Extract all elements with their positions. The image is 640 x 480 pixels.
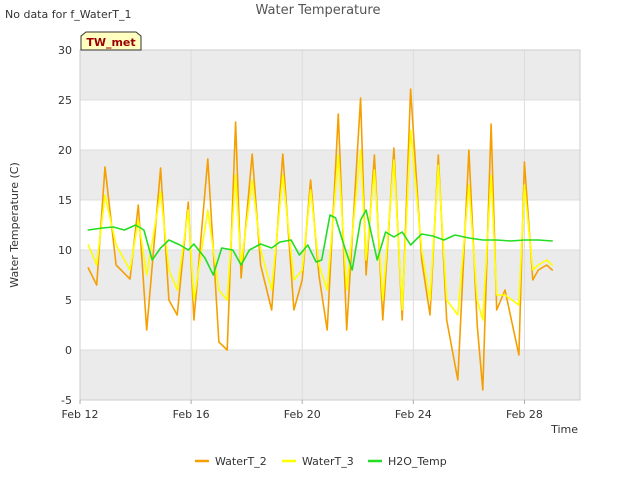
legend-item-watert-3: WaterT_3	[282, 455, 354, 468]
series-line-watert-3	[87, 129, 554, 321]
y-tick-label: 0	[65, 344, 72, 357]
legend-item-h2o-temp: H2O_Temp	[368, 455, 447, 468]
x-tick-label: Feb 12	[62, 408, 99, 421]
y-axis-ticks: -5 0 5 10 15 20 25 30	[58, 44, 72, 407]
legend-item-watert-2: WaterT_2	[195, 455, 267, 468]
legend-label: H2O_Temp	[388, 455, 447, 468]
x-tick-label: Feb 16	[173, 408, 210, 421]
y-tick-label: 5	[65, 294, 72, 307]
y-tick-label: 25	[58, 94, 72, 107]
tw-met-badge: TW_met	[80, 31, 142, 51]
plot-frame	[79, 49, 581, 401]
x-tick-label: Feb 24	[395, 408, 432, 421]
plot-band	[80, 350, 580, 400]
y-tick-label: -5	[61, 394, 72, 407]
legend-label: WaterT_2	[215, 455, 267, 468]
x-tick-label: Feb 28	[506, 408, 543, 421]
chart-title: Water Temperature	[256, 3, 381, 18]
legend: WaterT_2 WaterT_3 H2O_Temp	[195, 455, 447, 468]
x-axis-label: Time	[550, 423, 578, 436]
badge-shape	[80, 31, 142, 51]
y-tick-label: 10	[58, 244, 72, 257]
y-tick-label: 15	[58, 194, 72, 207]
x-tick-label: Feb 20	[284, 408, 321, 421]
badge-label: TW_met	[86, 36, 135, 49]
series-layer	[87, 88, 554, 391]
plot-band	[80, 50, 580, 100]
y-tick-label: 20	[58, 144, 72, 157]
y-tick-label: 30	[58, 44, 72, 57]
plot-band	[80, 150, 580, 200]
no-data-note: No data for f_WaterT_1	[5, 8, 131, 21]
series-line-h2o-temp	[87, 209, 554, 276]
plot-band	[80, 300, 580, 350]
y-axis-label: Water Temperature (C)	[8, 162, 21, 287]
legend-label: WaterT_3	[302, 455, 354, 468]
x-axis-ticks: Feb 12 Feb 16 Feb 20 Feb 24 Feb 28	[62, 400, 543, 421]
plot-band	[80, 100, 580, 150]
